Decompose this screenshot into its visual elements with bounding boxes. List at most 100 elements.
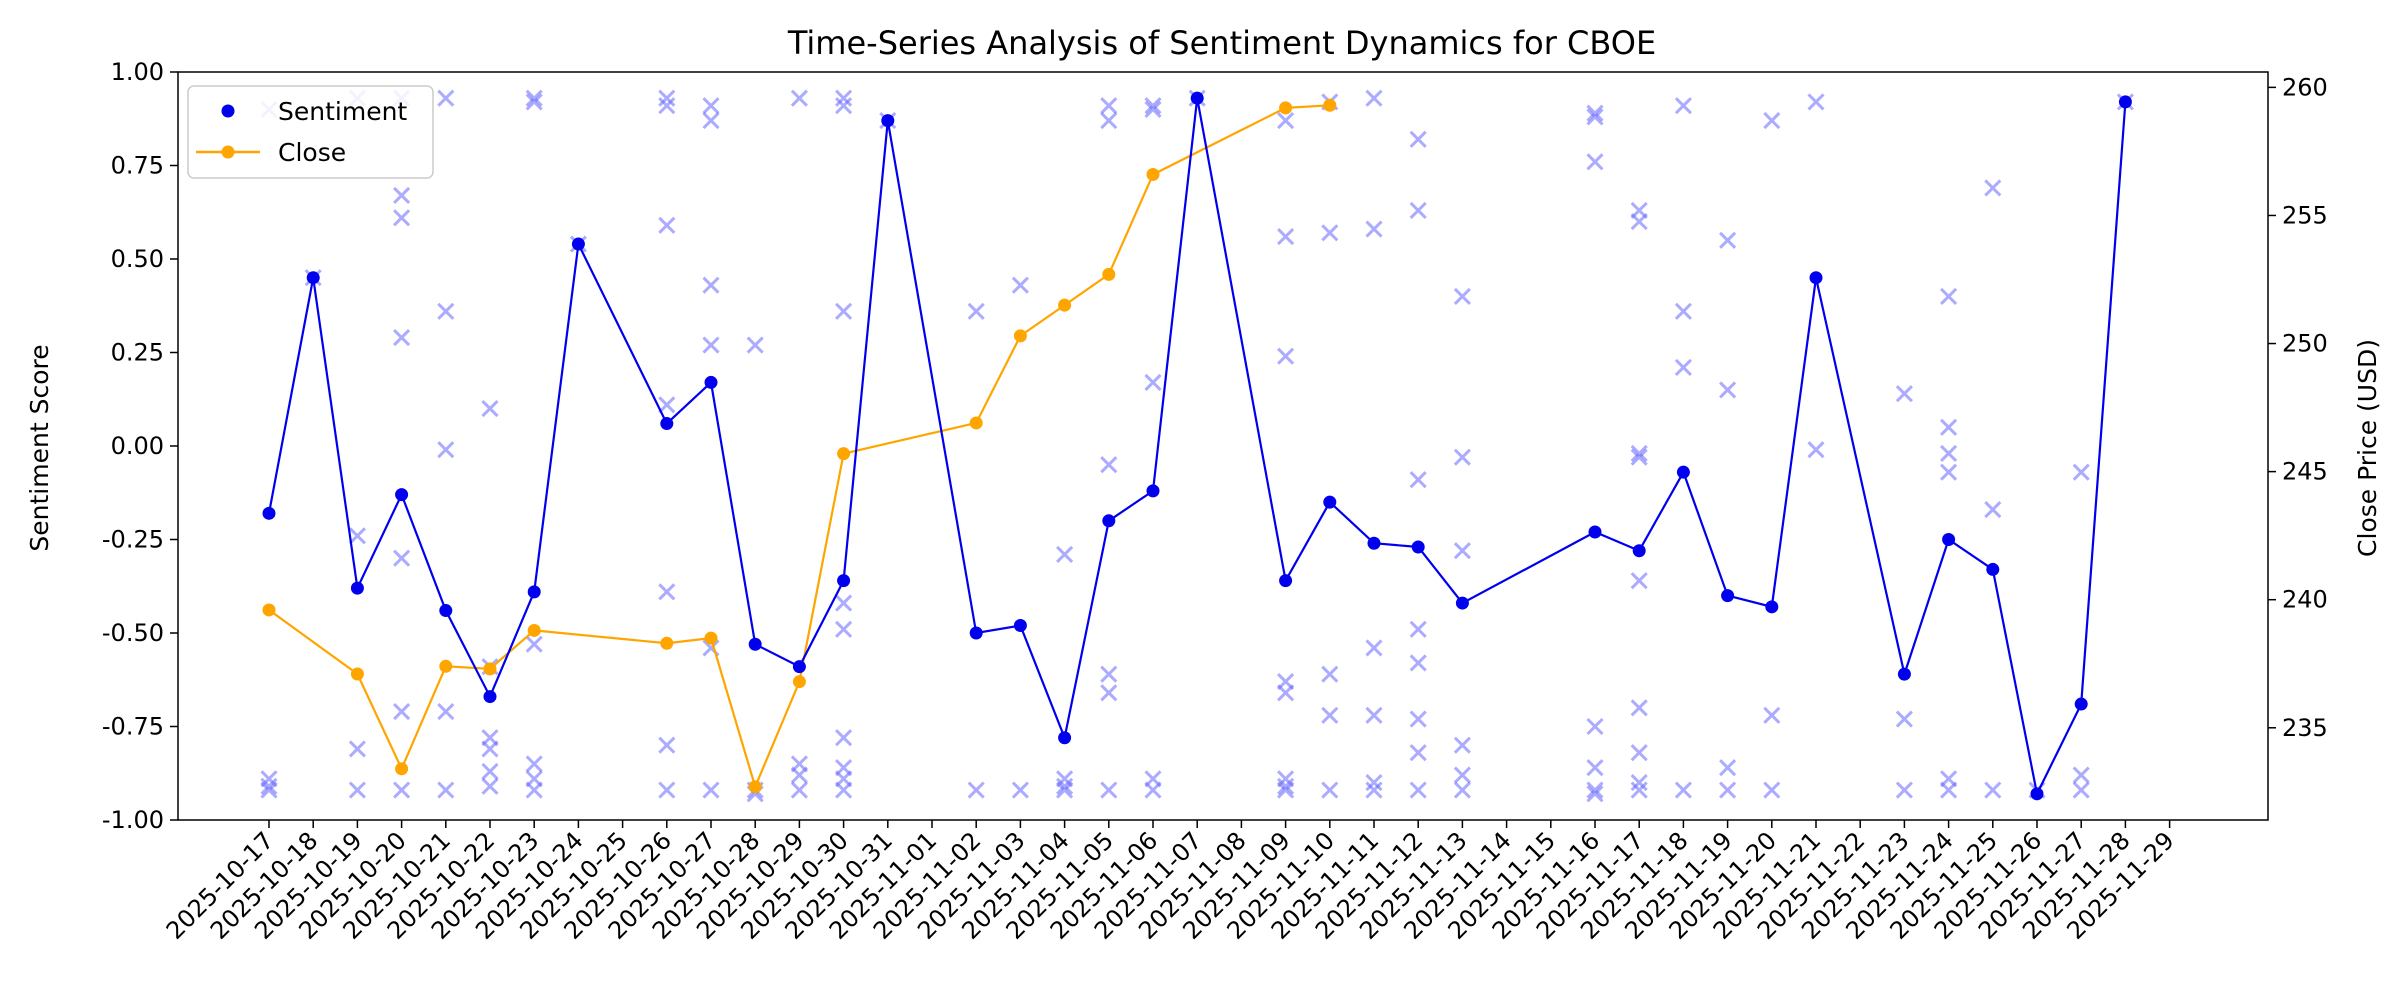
sentiment-x-marker [1144,100,1162,118]
sentiment-point [1190,91,1204,105]
sentiment-point [1279,574,1293,588]
sentiment-x-marker [1895,710,1913,728]
sentiment-point [1721,589,1735,603]
sentiment-x-marker [1807,93,1825,111]
sentiment-point [1986,562,2000,576]
sentiment-x-marker [393,702,411,721]
sentiment-series [262,91,2132,801]
sentiment-point [483,690,497,704]
sentiment-x-marker [1719,381,1737,399]
sentiment-point [527,585,541,599]
close-point [483,662,497,676]
y-left-tick-label: 0.00 [111,432,164,460]
sentiment-x-marker [525,781,543,799]
sentiment-point [1588,525,1602,539]
sentiment-x-marker [437,302,455,320]
sentiment-x-marker [835,89,853,107]
sentiment-x-marker [790,781,808,799]
sentiment-x-marker [835,781,853,799]
close-point [748,780,762,794]
sentiment-x-marker [437,781,455,799]
sentiment-point [1809,271,1823,285]
sentiment-x-marker [1409,471,1427,489]
sentiment-x-marker [1940,418,1958,436]
legend: Sentiment Close [187,85,434,179]
close-point [439,659,453,673]
sentiment-point [1013,619,1027,633]
sentiment-x-marker [1763,781,1781,799]
sentiment-x-marker [1011,276,1029,294]
legend-frame [187,85,434,179]
legend-close-marker [221,145,235,159]
sentiment-x-marker [967,781,985,799]
y-right-tick-label: 235 [2282,714,2328,742]
sentiment-x-marker [790,766,808,784]
sentiment-point [306,271,320,285]
sentiment-x-marker [702,97,720,115]
sentiment-x-marker [1940,463,1958,481]
sentiment-x-marker [1321,665,1339,683]
sentiment-x-marker [481,777,499,795]
close-point [1013,329,1027,343]
sentiment-x-marker [1144,97,1162,115]
sentiment-x-marker [393,186,411,204]
y-right-tick-label: 250 [2282,330,2328,358]
y-left-tick-label: -1.00 [102,806,164,834]
sentiment-x-marker [1895,781,1913,799]
sentiment-x-marker [658,781,676,799]
sentiment-point [837,574,851,588]
sentiment-x-marker [702,276,720,294]
legend-close-label: Close [278,138,346,167]
sentiment-x-marker [1586,108,1604,126]
sentiment-x-marker [481,740,499,758]
sentiment-x-marker [1763,112,1781,130]
sentiment-x-marker [1409,781,1427,799]
sentiment-x-marker [790,89,808,107]
sentiment-x-marker [1630,699,1648,717]
sentiment-x-marker [1940,287,1958,305]
sentiment-x-marker [1940,444,1958,463]
sentiment-point [660,417,674,431]
sentiment-x-marker [1586,104,1604,122]
sentiment-x-marker [1453,448,1471,466]
sentiment-x-marker [1630,448,1648,466]
sentiment-x-marker [746,336,764,354]
sentiment-x-marker [1409,620,1427,638]
sentiment-x-marker [1100,112,1118,130]
sentiment-x-marker [1321,224,1339,242]
sentiment-point [571,237,585,251]
sentiment-x-marker [658,396,676,414]
sentiment-x-marker [1453,781,1471,799]
sentiment-x-marker [967,302,985,320]
sentiment-x-marker [2072,766,2090,784]
sentiment-x-marker [1056,545,1074,564]
sentiment-x-marker [1409,201,1427,219]
sentiment-x-marker [1630,744,1648,762]
sentiment-x-marker [437,441,455,459]
sentiment-x-marker [1940,781,1958,799]
sentiment-x-marker [1365,706,1383,724]
sentiment-x-marker [1100,97,1118,115]
sentiment-point [395,488,409,502]
sentiment-x-marker [1056,777,1074,795]
close-point [792,675,806,689]
sentiment-x-marker [702,112,720,130]
sentiment-x-marker [1100,781,1118,799]
sentiment-x-marker [1409,130,1427,148]
sentiment-x-marker [1984,781,2002,799]
sentiment-x-marker [1100,665,1118,683]
y-left-tick-label: 1.00 [111,58,164,86]
sentiment-x-marker [1453,736,1471,754]
sentiment-x-marker [525,755,543,773]
sentiment-x-marker [1895,385,1913,403]
sentiment-x-marker [1630,572,1648,590]
sentiment-x-marker [393,781,411,799]
sentiment-point [1942,533,1956,546]
sentiment-x-marker [1144,373,1162,391]
sentiment-point [1765,600,1779,614]
y-axis-left-title: Sentiment Score [25,344,54,551]
y-right-tick-label: 260 [2282,73,2328,101]
sentiment-point [1367,536,1381,550]
sentiment-x-marker [1409,744,1427,762]
